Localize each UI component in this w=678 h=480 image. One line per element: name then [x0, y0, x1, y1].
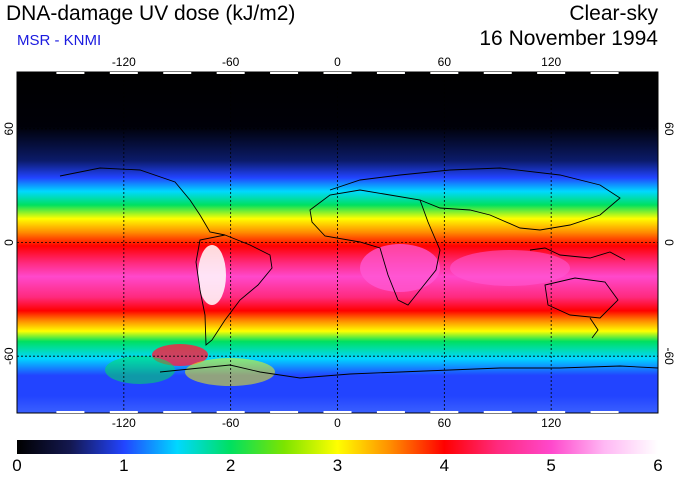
lon-tick-label: -120	[112, 55, 136, 69]
coastlines	[59, 167, 658, 379]
colorbar-tick-label: 5	[546, 456, 556, 475]
date-label: 16 November 1994	[479, 27, 658, 50]
colorbar-tick-label: 1	[119, 456, 129, 475]
frame-ticks	[56, 72, 619, 413]
colorbar-tick-label: 6	[653, 456, 663, 475]
lat-labels-left: 60 0 -60	[2, 122, 16, 365]
colorbar	[17, 440, 658, 454]
lon-labels-bottom: -120 -60 0 60 120	[112, 416, 562, 430]
colorbar-tick-label: 3	[332, 456, 343, 475]
lon-tick-label: 120	[541, 416, 561, 430]
credit-label: MSR - KNMI	[17, 32, 102, 49]
lon-tick-label: 0	[334, 416, 341, 430]
colorbar-tick-label: 2	[225, 456, 236, 475]
lon-tick-label: 60	[438, 55, 452, 69]
lon-tick-label: -60	[222, 55, 240, 69]
lon-tick-label: 0	[334, 55, 341, 69]
colorbar-tick-label: 4	[439, 456, 450, 475]
sky-condition-label: Clear-sky	[569, 2, 658, 25]
lat-tick-label: -60	[662, 347, 676, 365]
lat-tick-label: 0	[662, 239, 676, 246]
lat-tick-label: 60	[2, 122, 16, 136]
graticule	[17, 72, 658, 413]
lon-labels-top: -120 -60 0 60 120	[112, 55, 562, 69]
lat-tick-label: 60	[662, 122, 676, 136]
lat-labels-right: 60 0 -60	[662, 122, 676, 365]
lat-tick-label: -60	[2, 347, 16, 365]
lon-tick-label: 60	[438, 416, 452, 430]
map-title: DNA-damage UV dose (kJ/m2)	[6, 2, 296, 25]
lon-tick-label: -120	[112, 416, 136, 430]
lon-tick-label: 120	[541, 55, 561, 69]
colorbar-tick-label: 0	[12, 456, 22, 475]
lon-tick-label: -60	[222, 416, 240, 430]
lat-tick-label: 0	[2, 239, 16, 246]
